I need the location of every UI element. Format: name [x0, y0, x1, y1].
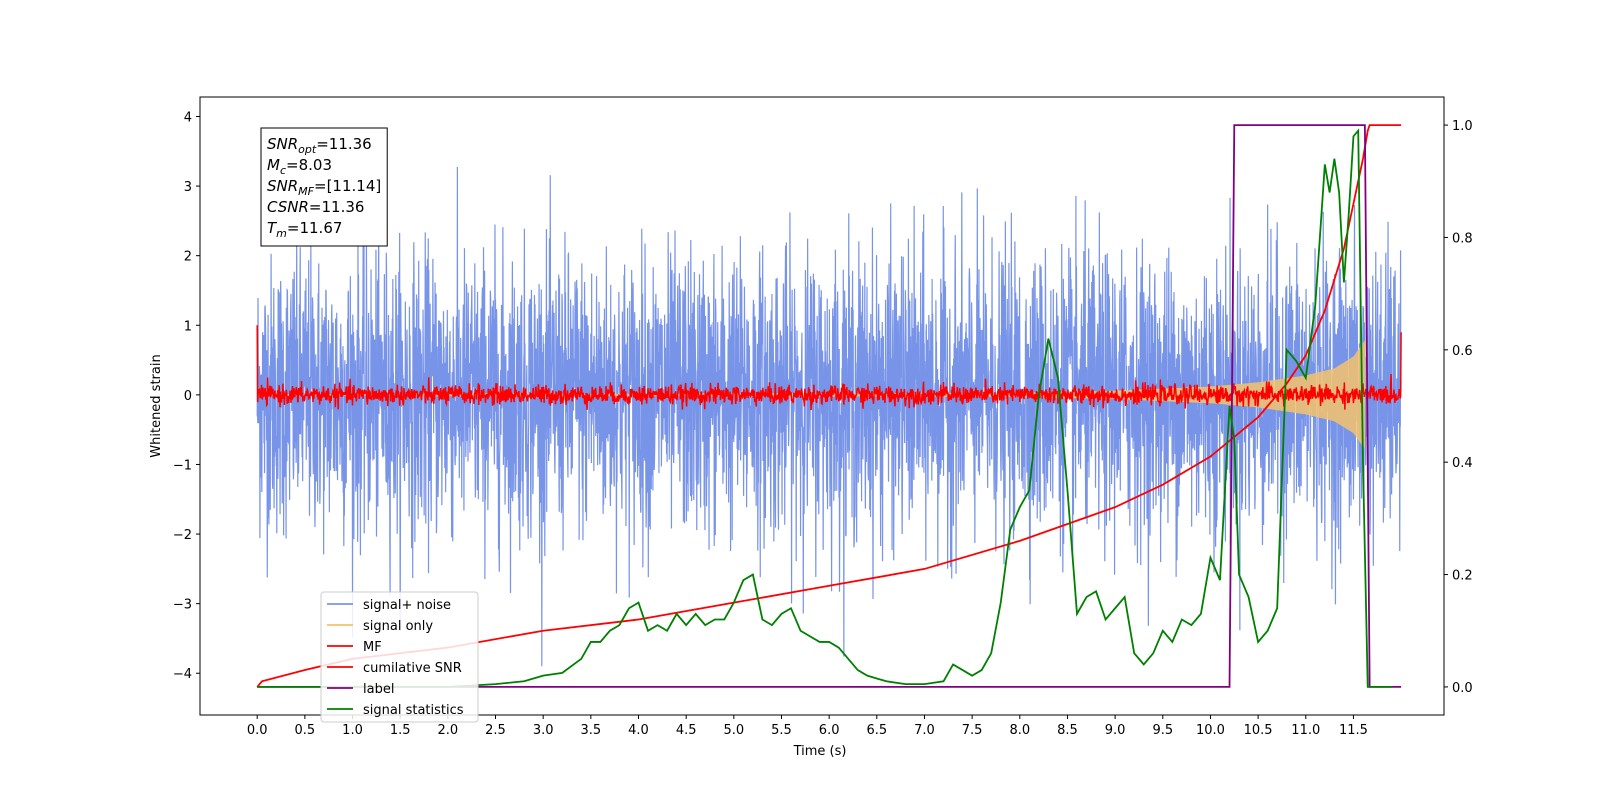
x-tick-label: 0.0	[247, 723, 268, 738]
x-tick-label: 6.0	[819, 723, 840, 738]
legend-label: cumilative SNR	[363, 661, 462, 676]
annotation-line: SNRMF=[11.14]	[267, 177, 381, 198]
legend-label: MF	[363, 640, 382, 655]
y2-tick-label: 0.2	[1452, 569, 1473, 584]
legend-label: label	[363, 682, 394, 697]
y2-tick-label: 0.0	[1452, 681, 1473, 696]
y-axis-left: −4 −3 −2 −1 0 1 2 3 4	[173, 110, 200, 682]
x-tick-label: 1.5	[390, 723, 411, 738]
annotation-line: Mc=8.03	[267, 156, 332, 177]
series-mf	[256, 325, 1402, 411]
annotation-symbol: M	[267, 156, 280, 174]
series-signal-statistics	[257, 128, 1392, 688]
x-tick-label: 2.0	[438, 723, 459, 738]
x-tick-label: 2.5	[485, 723, 506, 738]
x-tick-label: 9.0	[1105, 723, 1126, 738]
y2-tick-label: 1.0	[1452, 119, 1473, 134]
annotation-subscript: MF	[298, 185, 314, 198]
annotation-symbol: SNR	[267, 177, 298, 195]
legend-frame	[320, 591, 479, 723]
y-tick-label: −3	[173, 598, 192, 613]
x-tick-label: 10.5	[1244, 723, 1273, 738]
x-tick-label: 5.5	[771, 723, 792, 738]
y-tick-label: 1	[184, 319, 192, 334]
x-tick-label: 7.5	[962, 723, 983, 738]
annotation-frame	[260, 127, 388, 247]
x-tick-label: 9.5	[1152, 723, 1173, 738]
y2-tick-label: 0.6	[1452, 344, 1473, 359]
x-tick-label: 0.5	[295, 723, 316, 738]
x-tick-label: 11.0	[1291, 723, 1320, 738]
x-tick-label: 8.0	[1009, 723, 1030, 738]
x-tick-label: 6.5	[866, 723, 887, 738]
y-axis-right: 0.0 0.2 0.4 0.6 0.8 1.0	[1444, 119, 1473, 696]
x-tick-label: 3.0	[533, 723, 554, 738]
annotation-line: CSNR=11.36	[267, 198, 364, 216]
y2-tick-label: 0.8	[1452, 231, 1473, 246]
annotation-value: =11.67	[287, 219, 343, 237]
x-tick-label: 3.5	[580, 723, 601, 738]
y2-tick-label: 0.4	[1452, 456, 1473, 471]
x-tick-label: 11.5	[1339, 723, 1368, 738]
annotation-value: =[11.14]	[314, 177, 381, 195]
legend: signal+ noise signal only MF cumilative SNR…	[320, 591, 479, 723]
x-tick-label: 7.0	[914, 723, 935, 738]
legend-label: signal only	[363, 619, 433, 634]
x-axis: 0.0 0.5 1.0 1.5 2.0 2.5 3.0 3.5 4.0 4.5 5.0 5.5 6.0 6…	[247, 715, 1368, 738]
legend-label: signal+ noise	[363, 598, 451, 613]
annotation-value: =11.36	[309, 198, 365, 216]
x-tick-label: 5.0	[723, 723, 744, 738]
y-tick-label: −1	[173, 458, 192, 473]
plot-frame	[199, 96, 1445, 716]
y-tick-label: 2	[184, 250, 192, 265]
annotation-subscript: opt	[298, 143, 317, 156]
y-tick-label: −4	[173, 667, 192, 682]
annotation-box: SNRopt=11.36Mc=8.03SNRMF=[11.14]CSNR=11.…	[260, 127, 388, 247]
legend-label: signal statistics	[363, 703, 464, 718]
annotation-symbol: T	[267, 219, 278, 237]
x-tick-label: 10.0	[1196, 723, 1225, 738]
annotation-subscript: c	[280, 164, 286, 177]
annotation-line: SNRopt=11.36	[267, 135, 372, 156]
annotation-symbol: CSNR	[267, 198, 309, 216]
x-tick-label: 1.0	[342, 723, 363, 738]
x-tick-label: 8.5	[1057, 723, 1078, 738]
x-axis-label: Time (s)	[793, 744, 847, 759]
annotation-line: Tm=11.67	[267, 219, 342, 240]
y-tick-label: 0	[184, 389, 192, 404]
y-tick-label: −2	[173, 528, 192, 543]
annotation-symbol: SNR	[267, 135, 298, 153]
x-tick-label: 4.0	[628, 723, 649, 738]
y-axis-label: Whitened strain	[149, 354, 164, 457]
y-tick-label: 3	[184, 180, 192, 195]
y-tick-label: 4	[184, 110, 192, 125]
x-tick-label: 4.5	[676, 723, 697, 738]
annotation-value: =11.36	[316, 135, 372, 153]
annotation-subscript: m	[276, 227, 287, 240]
annotation-value: =8.03	[286, 156, 332, 174]
